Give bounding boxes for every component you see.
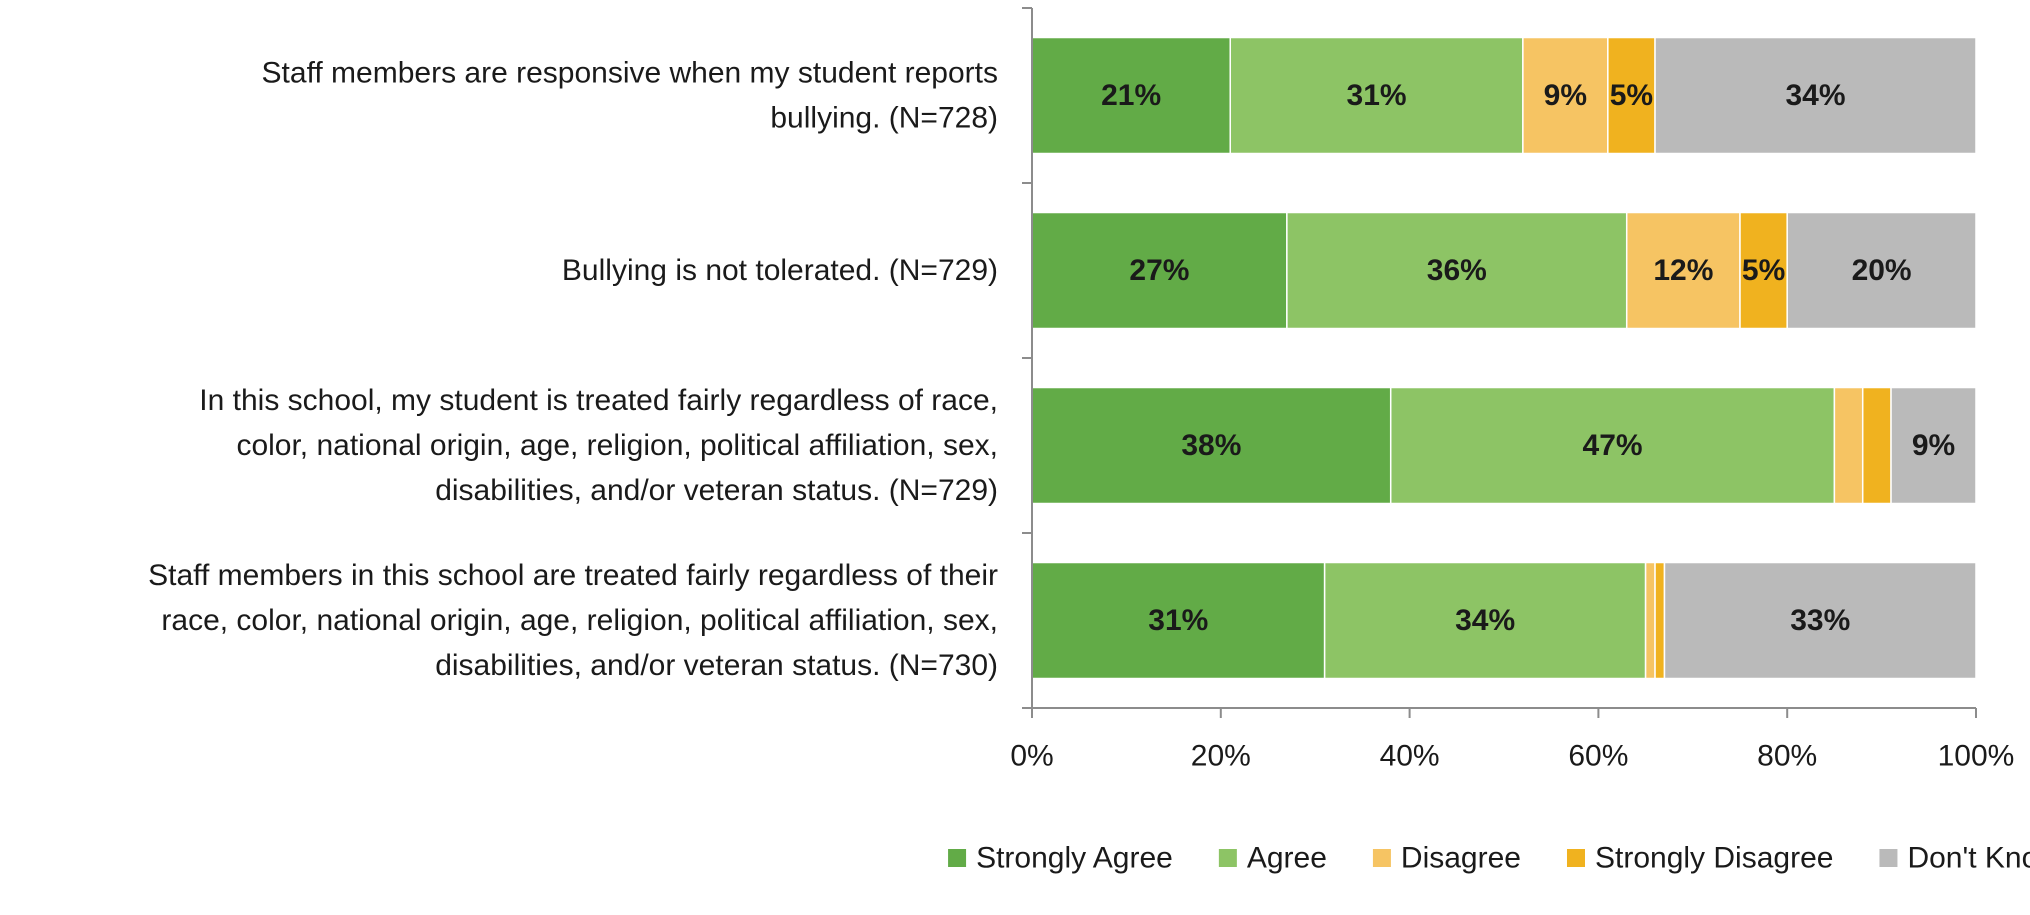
bar-segment-disagree <box>1625 211 1741 330</box>
category-label: In this school, my student is treated fa… <box>199 384 998 507</box>
x-tick-label: 40% <box>1380 740 1440 773</box>
bar-segment-strongly-agree <box>1031 561 1326 680</box>
bar-segment-strongly-disagree <box>1654 561 1666 680</box>
bar-segment-don-t-know <box>1663 561 1977 680</box>
legend-item: Disagree <box>1372 842 1521 875</box>
bar-segment-agree <box>1389 386 1836 505</box>
bar-segment-don-t-know <box>1654 36 1977 155</box>
bar-segment-disagree <box>1644 561 1656 680</box>
category-label-line: race, color, national origin, age, relig… <box>161 604 998 637</box>
data-label: 27% <box>1129 254 1189 287</box>
category-label-line: disabilities, and/or veteran status. (N=… <box>435 649 998 682</box>
legend-swatch <box>1879 849 1898 867</box>
legend-label: Disagree <box>1401 842 1521 875</box>
bar-segment-don-t-know <box>1890 386 1977 505</box>
bar-segment-agree <box>1286 211 1628 330</box>
legend-swatch <box>948 849 967 867</box>
legend-label: Agree <box>1247 842 1327 875</box>
legend-item: Agree <box>1218 842 1327 875</box>
category-labels: Staff members are responsive when my stu… <box>148 57 998 683</box>
bar-segment-disagree <box>1833 386 1864 505</box>
legend-swatch <box>1218 849 1237 867</box>
bar-segment-strongly-disagree <box>1739 211 1788 330</box>
category-label-line: Staff members are responsive when my stu… <box>262 57 998 90</box>
data-label: 20% <box>1852 254 1912 287</box>
data-label: 31% <box>1148 604 1208 637</box>
data-label: 34% <box>1455 604 1515 637</box>
legend: Strongly Agree Agree Disagree Strongly Disa… <box>948 842 2030 875</box>
bar-segment-agree <box>1323 561 1647 680</box>
data-label: 9% <box>1544 79 1587 112</box>
category-label-line: In this school, my student is treated fa… <box>199 384 998 417</box>
bar-segment-don-t-know <box>1786 211 1977 330</box>
data-label: 34% <box>1785 79 1845 112</box>
x-tick-label: 100% <box>1938 740 2015 773</box>
legend-item: Strongly Disagree <box>1566 842 1833 875</box>
bar-segment-strongly-disagree <box>1861 386 1892 505</box>
data-label: 38% <box>1181 429 1241 462</box>
legend-item: Don't Know <box>1879 842 2030 875</box>
data-label: 21% <box>1101 79 1161 112</box>
category-label-line: disabilities, and/or veteran status. (N=… <box>435 474 998 507</box>
bar-labels: 21% 31% 9% 5% 34% 27% 36% 12% 5% 20% 38% 47% 9% 31% 34… <box>1101 79 1955 637</box>
x-tick-label: 80% <box>1757 740 1817 773</box>
category-label-line: color, national origin, age, religion, p… <box>236 429 998 462</box>
legend-label: Strongly Agree <box>976 842 1173 875</box>
bar-segment-strongly-agree <box>1031 211 1288 330</box>
bar-segment-agree <box>1229 36 1524 155</box>
data-label: 9% <box>1912 429 1955 462</box>
legend-label: Don't Know <box>1907 842 2030 875</box>
legend-swatch <box>1566 849 1585 867</box>
data-label: 36% <box>1427 254 1487 287</box>
legend-item: Strongly Agree <box>948 842 1173 875</box>
legend-label: Strongly Disagree <box>1595 842 1833 875</box>
data-label: 5% <box>1742 254 1785 287</box>
data-label: 5% <box>1610 79 1653 112</box>
data-label: 47% <box>1583 429 1643 462</box>
x-tick-label: 0% <box>1010 740 1053 773</box>
category-label-line: bullying. (N=728) <box>770 102 998 135</box>
category-label-line: Staff members in this school are treated… <box>148 559 998 592</box>
data-label: 31% <box>1347 79 1407 112</box>
category-label-line: Bullying is not tolerated. (N=729) <box>562 254 998 287</box>
bar-segment-strongly-agree <box>1031 36 1231 155</box>
bar-segment-disagree <box>1522 36 1609 155</box>
axes: 0% 20% 40% 60% 80% 100% <box>1010 7 2015 773</box>
category-label: Staff members in this school are treated… <box>148 559 998 682</box>
x-tick-label: 60% <box>1568 740 1628 773</box>
category-label: Bullying is not tolerated. (N=729) <box>562 254 998 287</box>
bars <box>1031 36 1977 680</box>
category-label: Staff members are responsive when my stu… <box>262 57 998 135</box>
x-tick-label: 20% <box>1191 740 1251 773</box>
legend-swatch <box>1372 849 1391 867</box>
data-label: 33% <box>1790 604 1850 637</box>
data-label: 12% <box>1653 254 1713 287</box>
